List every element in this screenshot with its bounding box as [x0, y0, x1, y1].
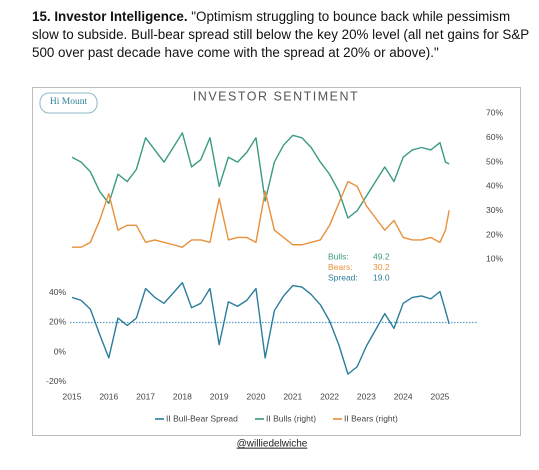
y-tick-label: 0%	[54, 346, 67, 356]
header-title: 15. Investor Intelligence.	[32, 9, 188, 24]
x-tick-label: 2018	[173, 391, 192, 401]
x-tick-label: 2022	[320, 391, 339, 401]
legend-label: II Bulls (right)	[266, 413, 316, 423]
y2-tick-label: 60%	[486, 132, 503, 142]
y2-tick-label: 70%	[486, 108, 503, 118]
y-tick-label: 20%	[49, 317, 66, 327]
series-line	[72, 180, 450, 248]
y2-tick-label: 20%	[486, 229, 503, 239]
y2-tick-label: 50%	[486, 156, 503, 166]
series-line	[71, 281, 450, 375]
y-tick-label: 40%	[49, 287, 66, 297]
legend-label: II Bull-Bear Spread	[166, 413, 238, 423]
chart-title: INVESTOR SENTIMENT	[193, 89, 359, 103]
header-text: "Optimism struggling to bounce back whil…	[32, 9, 529, 60]
x-tick-label: 2021	[283, 391, 302, 401]
x-tick-label: 2024	[394, 391, 413, 401]
annotation-label: Spread:	[328, 272, 358, 282]
x-tick-label: 2016	[99, 391, 118, 401]
handle: @williedelwiche	[237, 439, 308, 450]
y-tick-label: -20%	[46, 376, 66, 386]
x-tick-label: 2020	[247, 391, 266, 401]
x-tick-label: 2019	[210, 391, 229, 401]
legend-label: II Bears (right)	[344, 413, 398, 423]
header: 15. Investor Intelligence. "Optimism str…	[32, 8, 532, 62]
annotation-value: 49.2	[373, 251, 390, 261]
annotation-label: Bulls:	[328, 251, 349, 261]
annotation-value: 30.2	[373, 262, 390, 272]
y2-tick-label: 30%	[486, 205, 503, 215]
chart-frame	[32, 87, 521, 436]
x-tick-label: 2025	[431, 391, 450, 401]
logo-badge	[39, 92, 98, 114]
x-tick-label: 2015	[63, 391, 82, 401]
x-tick-label: 2023	[357, 391, 376, 401]
annotation-value: 19.0	[373, 272, 390, 282]
x-tick-label: 2017	[136, 391, 155, 401]
annotation-label: Bears:	[328, 262, 353, 272]
y2-tick-label: 40%	[486, 181, 503, 191]
logo: Hi Mount	[50, 97, 88, 107]
y2-tick-label: 10%	[486, 254, 503, 264]
series-line	[71, 132, 450, 219]
